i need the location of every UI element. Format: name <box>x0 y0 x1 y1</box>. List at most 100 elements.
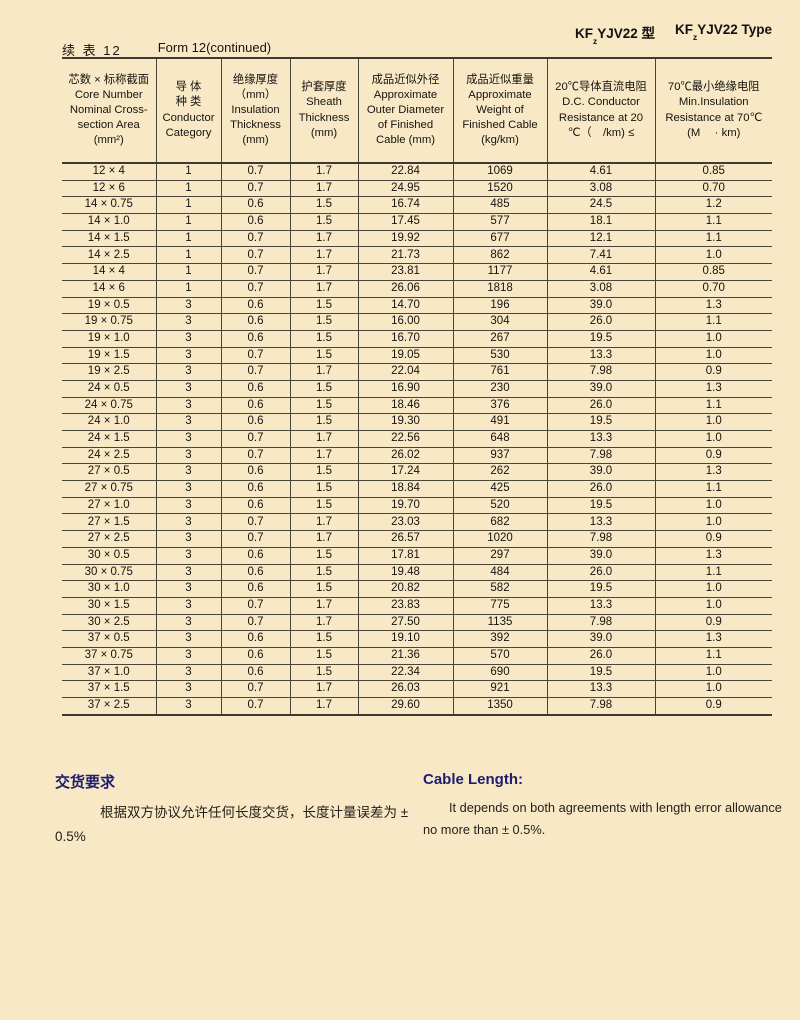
table-cell: 0.7 <box>220 596 291 615</box>
table-cell: 0.6 <box>220 546 291 565</box>
table-caption-cn: 续 表 12 <box>62 43 122 58</box>
table-cell: 1.7 <box>289 680 359 698</box>
cable-type-en: KFzYJV22 Type <box>675 22 772 42</box>
table-cell: 1.0 <box>654 680 772 698</box>
table-cell: 1.1 <box>654 563 772 582</box>
table-cell: 27 × 1.5 <box>62 513 157 532</box>
cable-length-section: Cable Length: It depends on both agreeme… <box>423 771 783 841</box>
table-cell: 937 <box>452 446 548 465</box>
table-cell: 1.5 <box>289 563 359 582</box>
table-cell: 1.1 <box>654 229 772 248</box>
table-cell: 3.08 <box>546 279 656 298</box>
table-cell: 39.0 <box>546 379 656 398</box>
table-cell: 0.85 <box>654 162 772 181</box>
table-cell: 30 × 0.75 <box>62 563 157 582</box>
table-cell: 3 <box>155 646 222 665</box>
table-cell: 0.6 <box>220 313 291 331</box>
table-cell: 297 <box>452 546 548 565</box>
column-header-min-insulation-resistance: 70℃最小绝缘电阻 Min.Insulation Resistance at 7… <box>654 57 772 164</box>
table-cell: 1.0 <box>654 513 772 532</box>
table-cell: 16.70 <box>357 329 454 348</box>
table-cell: 0.6 <box>220 213 291 231</box>
table-cell: 862 <box>452 246 548 265</box>
table-cell: 0.9 <box>654 446 772 465</box>
delivery-requirements-line2: 0.5% <box>55 828 86 844</box>
table-cell: 19.48 <box>357 563 454 582</box>
table-cell: 3 <box>155 413 222 431</box>
table-caption: 续 表 12 Form 12(continued) <box>62 40 271 59</box>
table-cell: 1.1 <box>654 313 772 331</box>
table-cell: 22.84 <box>357 162 454 181</box>
table-cell: 1 <box>155 196 222 215</box>
table-cell: 304 <box>452 313 548 331</box>
table-cell: 18.1 <box>546 213 656 231</box>
table-cell: 22.34 <box>357 663 454 682</box>
table-cell: 0.6 <box>220 663 291 682</box>
table-cell: 530 <box>452 346 548 365</box>
table-cell: 3 <box>155 546 222 565</box>
table-cell: 230 <box>452 379 548 398</box>
table-cell: 1.0 <box>654 663 772 682</box>
table-cell: 1818 <box>452 279 548 298</box>
table-cell: 1.7 <box>289 430 359 448</box>
table-cell: 1.7 <box>289 246 359 265</box>
table-cell: 262 <box>452 463 548 482</box>
table-cell: 0.6 <box>220 396 291 415</box>
table-cell: 26.57 <box>357 530 454 548</box>
table-cell: 17.24 <box>357 463 454 482</box>
table-cell: 14 × 0.75 <box>62 196 157 215</box>
table-cell: 19 × 0.75 <box>62 313 157 331</box>
table-cell: 425 <box>452 480 548 498</box>
table-cell: 0.7 <box>220 613 291 632</box>
table-cell: 1.0 <box>654 596 772 615</box>
table-cell: 14 × 1.5 <box>62 229 157 248</box>
cable-length-heading: Cable Length: <box>423 771 523 788</box>
table-cell: 12 × 6 <box>62 179 157 198</box>
table-cell: 23.03 <box>357 513 454 532</box>
table-cell: 0.9 <box>654 530 772 548</box>
delivery-requirements-heading: 交货要求 <box>55 774 116 791</box>
cable-length-line1: It depends on both agreements with lengt… <box>449 800 782 815</box>
table-cell: 30 × 1.5 <box>62 596 157 615</box>
table-row: 27 × 0.75 3 0.6 1.5 18.84 425 26.0 1.1 <box>62 480 772 498</box>
table-cell: 19 × 2.5 <box>62 363 157 381</box>
table-cell: 0.7 <box>220 446 291 465</box>
table-cell: 392 <box>452 630 548 648</box>
table-cell: 3 <box>155 313 222 331</box>
table-cell: 1020 <box>452 530 548 548</box>
table-cell: 1.3 <box>654 630 772 648</box>
table-cell: 0.6 <box>220 496 291 515</box>
column-header-dc-conductor-resistance: 20℃导体直流电阻 D.C. Conductor Resistance at 2… <box>546 57 656 164</box>
table-cell: 570 <box>452 646 548 665</box>
cable-type-title: KFzYJV22 型 KFzYJV22 Type <box>575 22 772 46</box>
table-row: 19 × 1.5 3 0.7 1.5 19.05 530 13.3 1.0 <box>62 346 772 365</box>
table-cell: 3 <box>155 596 222 615</box>
table-cell: 0.7 <box>220 279 291 298</box>
table-cell: 14 × 4 <box>62 263 157 281</box>
table-cell: 26.03 <box>357 680 454 698</box>
table-cell: 761 <box>452 363 548 381</box>
table-cell: 484 <box>452 563 548 582</box>
table-cell: 1.1 <box>654 213 772 231</box>
table-cell: 19.10 <box>357 630 454 648</box>
table-cell: 0.7 <box>220 430 291 448</box>
table-cell: 12 × 4 <box>62 162 157 181</box>
table-row: 37 × 1.0 3 0.6 1.5 22.34 690 19.5 1.0 <box>62 663 772 682</box>
table-cell: 1 <box>155 229 222 248</box>
table-cell: 4.61 <box>546 263 656 281</box>
table-cell: 1.7 <box>289 279 359 298</box>
table-cell: 0.6 <box>220 480 291 498</box>
table-cell: 1.0 <box>654 346 772 365</box>
table-cell: 19.5 <box>546 329 656 348</box>
table-cell: 4.61 <box>546 162 656 181</box>
table-cell: 18.84 <box>357 480 454 498</box>
table-cell: 19.05 <box>357 346 454 365</box>
table-cell: 0.6 <box>220 379 291 398</box>
table-cell: 1.5 <box>289 630 359 648</box>
column-header-approximate-outer-diameter: 成品近似外径 Approximate Outer Diameter of Fin… <box>357 57 454 164</box>
table-row: 14 × 1.0 1 0.6 1.5 17.45 577 18.1 1.1 <box>62 213 772 231</box>
table-cell: 23.81 <box>357 263 454 281</box>
table-cell: 0.6 <box>220 296 291 315</box>
table-cell: 24.5 <box>546 196 656 215</box>
table-cell: 3 <box>155 563 222 582</box>
